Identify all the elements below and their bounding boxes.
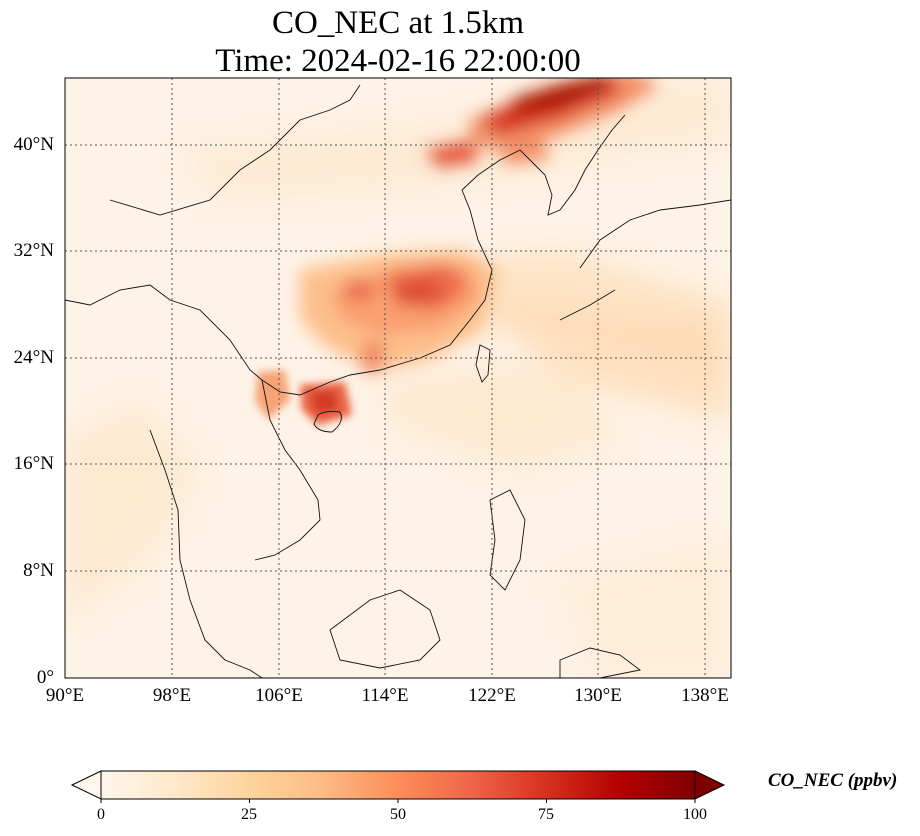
- lon-tick-label: 106°E: [255, 685, 303, 706]
- coastlines: [65, 84, 731, 678]
- colorbar-label: CO_NEC (ppbv): [768, 770, 898, 791]
- lon-tick-label: 122°E: [468, 685, 516, 706]
- colorbar-tick-label: 75: [538, 806, 554, 823]
- colorbar-tick-label: 100: [683, 806, 707, 823]
- lat-tick-label: 0°: [36, 667, 54, 688]
- tonkin-hainan-plume: [255, 370, 352, 425]
- colorbar-tick-label: 25: [241, 806, 257, 823]
- lon-tick-label: 114°E: [361, 685, 409, 706]
- lon-tick-label: 138°E: [681, 685, 729, 706]
- low-background-plumes: [65, 80, 731, 678]
- lat-tick-label: 8°N: [23, 560, 54, 581]
- colorbar-gradient: [101, 771, 695, 799]
- colorbar-tick-label: 0: [97, 806, 105, 823]
- lon-tick-label: 98°E: [152, 685, 192, 706]
- map-frame: [64, 77, 732, 679]
- colorbar-tick-label: 50: [390, 806, 406, 823]
- lat-tick-label: 16°N: [13, 453, 54, 474]
- colorbar: [70, 770, 726, 803]
- lon-tick-label: 130°E: [574, 685, 622, 706]
- northeast-high-plume: [425, 78, 660, 168]
- map-time-subtitle: Time: 2024-02-16 22:00:00: [215, 43, 581, 79]
- gridlines: [65, 78, 731, 678]
- lon-tick-label: 90°E: [45, 685, 85, 706]
- colorbar-high-extend: [694, 770, 726, 800]
- lat-tick-label: 40°N: [13, 134, 54, 155]
- east-china-plume: [300, 250, 500, 372]
- concentration-field: [65, 78, 731, 678]
- lat-tick-label: 24°N: [13, 347, 54, 368]
- map-title: CO_NEC at 1.5km: [271, 5, 525, 41]
- lat-tick-label: 32°N: [13, 240, 54, 261]
- colorbar-low-extend: [70, 770, 102, 800]
